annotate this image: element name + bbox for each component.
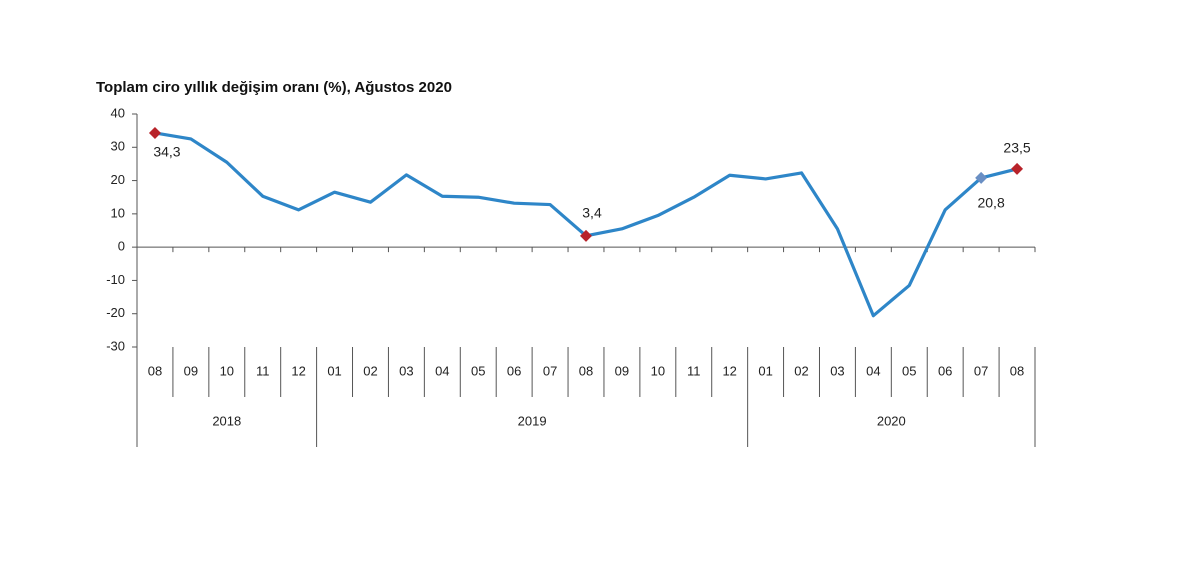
x-tick-label: 03 <box>830 363 844 378</box>
x-tick-label: 01 <box>327 363 341 378</box>
data-label: 34,3 <box>153 144 180 160</box>
x-tick-label: 06 <box>938 363 952 378</box>
x-tick-label: 08 <box>1010 363 1024 378</box>
x-tick-label: 03 <box>399 363 413 378</box>
year-label: 2019 <box>518 413 547 428</box>
x-tick-label: 08 <box>579 363 593 378</box>
data-label: 20,8 <box>977 195 1004 211</box>
data-line <box>154 131 1018 318</box>
y-tick-label: 10 <box>111 205 125 220</box>
x-tick-label: 05 <box>902 363 916 378</box>
point-marker <box>1011 162 1024 175</box>
x-tick-label: 04 <box>866 363 880 378</box>
point-marker <box>975 171 988 184</box>
y-tick-label: -20 <box>106 305 125 320</box>
x-tick-label: 05 <box>471 363 485 378</box>
y-tick-label: 40 <box>111 105 125 120</box>
x-tick-label: 10 <box>220 363 234 378</box>
data-label: 3,4 <box>582 205 602 221</box>
x-tick-label: 01 <box>758 363 772 378</box>
point-marker <box>148 126 161 139</box>
chart-title: Toplam ciro yıllık değişim oranı (%), Ağ… <box>96 79 452 96</box>
year-label: 2018 <box>212 413 241 428</box>
x-tick-label: 09 <box>615 363 629 378</box>
x-tick-label: 07 <box>974 363 988 378</box>
x-tick-label: 08 <box>148 363 162 378</box>
year-label: 2020 <box>877 413 906 428</box>
x-tick-label: 11 <box>687 363 701 378</box>
y-tick-label: -10 <box>106 272 125 287</box>
x-tick-label: 12 <box>722 363 736 378</box>
y-tick-label: 20 <box>111 172 125 187</box>
x-tick-label: 11 <box>256 363 270 378</box>
y-tick-label: 30 <box>111 139 125 154</box>
x-tick-label: 09 <box>184 363 198 378</box>
x-tick-label: 02 <box>794 363 808 378</box>
y-tick-label: 0 <box>118 239 125 254</box>
point-marker <box>580 229 592 242</box>
y-tick-label: -30 <box>106 338 125 353</box>
x-tick-label: 10 <box>651 363 665 378</box>
x-tick-label: 07 <box>543 363 557 378</box>
x-tick-label: 02 <box>363 363 377 378</box>
x-tick-label: 12 <box>291 363 305 378</box>
data-label: 23,5 <box>1003 140 1030 156</box>
x-tick-label: 04 <box>435 363 449 378</box>
x-tick-label: 06 <box>507 363 521 378</box>
